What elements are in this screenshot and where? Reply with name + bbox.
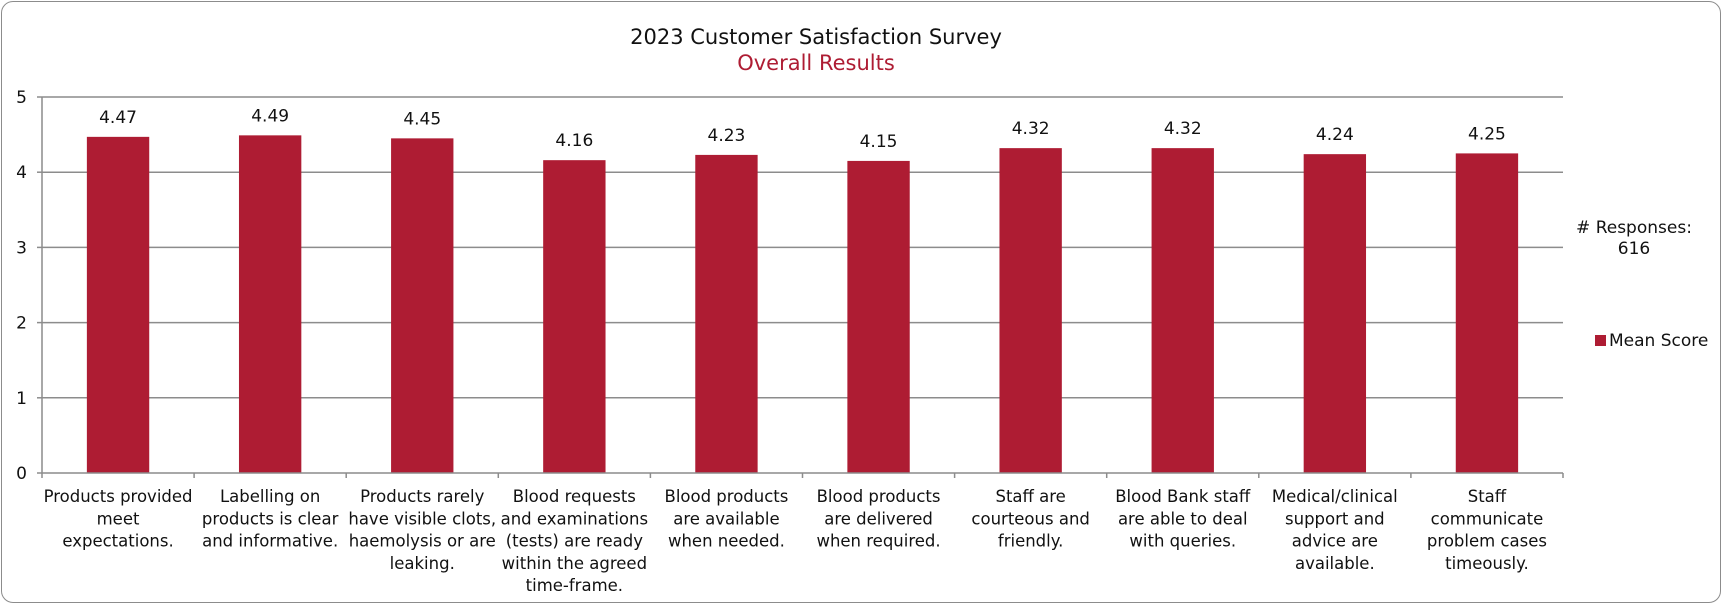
category-label: Labelling on products is clear and informa… — [202, 487, 339, 551]
category-label-line: are available — [673, 509, 779, 528]
bar — [238, 135, 302, 474]
responses-note: # Responses: 616 — [1576, 218, 1692, 259]
category-label-line: Staff — [1468, 487, 1507, 506]
legend-swatch — [1595, 335, 1606, 346]
category-label-line: advice are — [1292, 532, 1378, 551]
chart-title: 2023 Customer Satisfaction Survey — [630, 25, 1002, 49]
category-label: Blood requests and examinations (tests) ar… — [501, 487, 648, 595]
category-label-line: within the agreed — [502, 554, 647, 573]
bar — [695, 154, 758, 474]
y-tick-label: 5 — [16, 88, 27, 108]
data-label: 4.23 — [708, 126, 746, 146]
y-tick-label: 4 — [16, 163, 27, 183]
category-label: Staff communicate problem cases timeously. — [1427, 487, 1547, 573]
category-label-line: have visible clots, — [348, 509, 496, 528]
bars — [86, 135, 1519, 474]
category-label-line: Medical/clinical — [1272, 487, 1398, 506]
labels: 0 1 2 3 4 5 4.47 Products provided meet expectati… — [16, 88, 1547, 595]
data-label: 4.45 — [403, 109, 441, 129]
category-label-line: Labelling on — [220, 487, 320, 506]
bar — [86, 136, 150, 473]
category-label: Blood products are available when needed. — [665, 487, 789, 551]
bar — [847, 160, 910, 474]
category-label-line: leaking. — [390, 554, 455, 573]
category-label-line: time-frame. — [526, 576, 623, 595]
category-label-line: Blood requests — [513, 487, 636, 506]
category-label-line: products is clear — [202, 509, 339, 528]
category-label-line: when required. — [816, 532, 940, 551]
category-label-line: problem cases — [1427, 532, 1547, 551]
data-label: 4.15 — [860, 132, 898, 152]
category-label: Blood Bank staff are able to deal with que… — [1115, 487, 1251, 551]
category-label-line: Blood Bank staff — [1115, 487, 1251, 506]
category-label-line: courteous and — [971, 509, 1089, 528]
axes — [37, 96, 1564, 478]
data-label: 4.49 — [251, 106, 289, 126]
category-label: Products rarely have visible clots, haemol… — [348, 487, 496, 573]
category-label-line: communicate — [1431, 509, 1544, 528]
bar — [1455, 153, 1519, 473]
category-label-line: support and — [1285, 509, 1385, 528]
data-label: 4.25 — [1468, 124, 1506, 144]
category-label-line: available. — [1295, 554, 1375, 573]
bar — [1151, 148, 1214, 474]
category-label: Blood products are delivered when required… — [816, 487, 940, 551]
bar — [999, 148, 1062, 474]
y-tick-label: 0 — [16, 464, 27, 484]
data-label: 4.16 — [555, 131, 593, 151]
data-label: 4.32 — [1012, 119, 1050, 139]
category-label-line: expectations. — [62, 532, 173, 551]
category-label-line: when needed. — [668, 532, 785, 551]
bar — [391, 138, 454, 474]
y-tick-label: 3 — [16, 238, 27, 258]
category-label-line: with queries. — [1129, 532, 1236, 551]
category-label-line: and informative. — [202, 532, 338, 551]
category-label: Products provided meet expectations. — [44, 487, 193, 551]
bar — [543, 160, 606, 473]
legend-label: Mean Score — [1609, 331, 1708, 351]
category-label-line: Blood products — [817, 487, 941, 506]
category-label-line: haemolysis or are — [349, 532, 496, 551]
category-label-line: timeously. — [1445, 554, 1529, 573]
category-label-line: and examinations — [501, 509, 648, 528]
category-label-line: Products provided — [44, 487, 193, 506]
y-tick-label: 2 — [16, 314, 27, 334]
bar — [1303, 154, 1367, 474]
category-label-line: Blood products — [665, 487, 789, 506]
category-label-line: are delivered — [824, 509, 933, 528]
category-label-line: are able to deal — [1118, 509, 1248, 528]
responses-label: # Responses: — [1576, 218, 1692, 238]
category-label-line: (tests) are ready — [506, 532, 643, 551]
category-label-line: meet — [97, 509, 140, 528]
chart-subtitle: Overall Results — [737, 51, 895, 75]
category-label: Staff are courteous and friendly. — [971, 487, 1089, 551]
data-label: 4.32 — [1164, 119, 1202, 139]
responses-count: 616 — [1618, 239, 1650, 259]
data-label: 4.47 — [99, 108, 137, 128]
category-label-line: Staff are — [995, 487, 1065, 506]
category-label-line: friendly. — [998, 532, 1064, 551]
y-tick-label: 1 — [16, 389, 27, 409]
legend: Mean Score — [1595, 331, 1708, 351]
data-label: 4.24 — [1316, 125, 1354, 145]
category-label: Medical/clinical support and advice are ava… — [1272, 487, 1398, 573]
category-label-line: Products rarely — [360, 487, 485, 506]
